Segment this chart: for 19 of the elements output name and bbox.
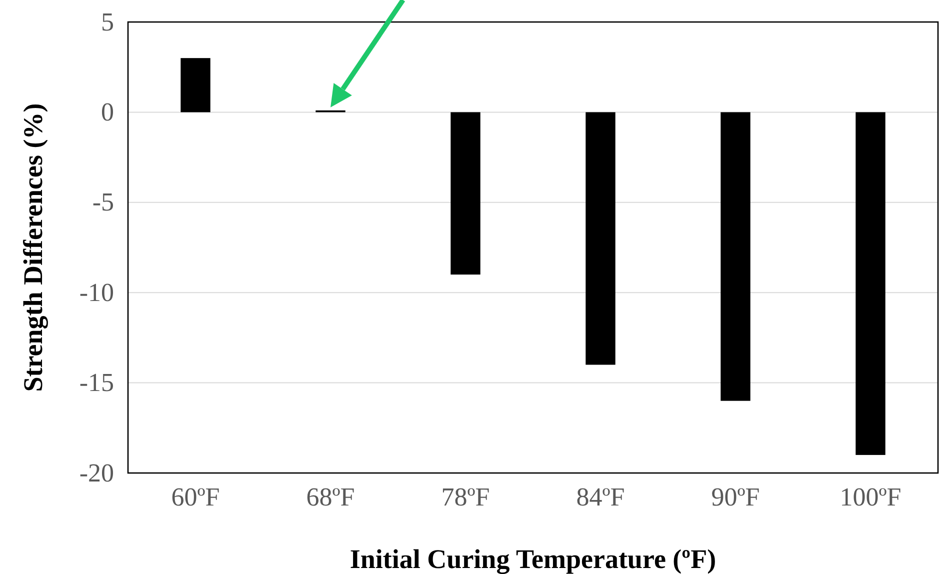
- bar: [180, 58, 210, 112]
- bar: [856, 112, 886, 455]
- y-tick-label: -15: [79, 368, 114, 398]
- x-tick-label: 68ºF: [306, 482, 355, 512]
- y-axis-title: Strength Differences (%): [18, 103, 48, 392]
- y-tick-label: -10: [79, 278, 114, 307]
- y-tick-label: -20: [79, 458, 114, 488]
- x-tick-label: 84ºF: [576, 482, 625, 512]
- y-tick-label: 0: [101, 98, 114, 127]
- bar: [450, 112, 480, 275]
- x-tick-label: 78ºF: [441, 482, 490, 512]
- bar: [586, 112, 616, 365]
- y-tick-label: -5: [92, 188, 114, 217]
- x-tick-label: 60ºF: [171, 482, 220, 512]
- x-axis-title: Initial Curing Temperature (ºF): [350, 544, 716, 574]
- bar: [720, 112, 750, 401]
- x-tick-label: 90ºF: [711, 482, 760, 512]
- x-tick-label: 100ºF: [840, 482, 902, 512]
- y-tick-label: 5: [101, 7, 114, 36]
